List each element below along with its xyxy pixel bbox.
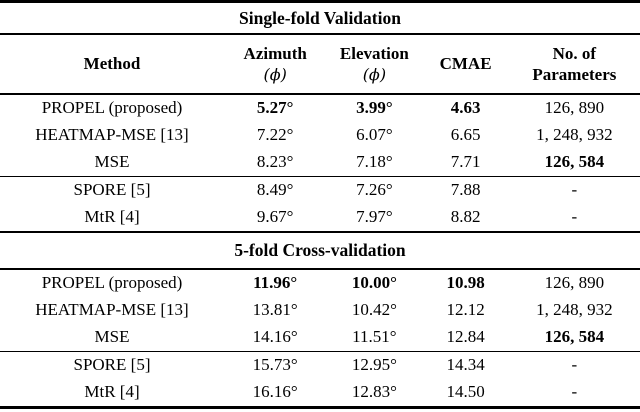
cell-elevation: 7.26° bbox=[326, 176, 423, 204]
cell-cmae: 7.88 bbox=[422, 176, 509, 204]
section-title-row-single-fold: Single-fold Validation bbox=[0, 1, 640, 35]
elevation-label: Elevation bbox=[339, 44, 409, 64]
cell-method: HEATMAP-MSE [13] bbox=[35, 300, 189, 320]
cell-azimuth: 8.23° bbox=[256, 152, 294, 172]
parameters-label-line2: Parameters bbox=[532, 65, 617, 84]
cell-method: HEATMAP-MSE [13] bbox=[35, 125, 189, 145]
cell-elevation: 12.95° bbox=[326, 351, 423, 379]
cell-method: MSE bbox=[94, 327, 130, 347]
cell-azimuth: 16.16° bbox=[252, 382, 298, 402]
col-header-azimuth: Azimuth (ϕ) bbox=[224, 34, 327, 95]
cell-elevation: 7.18° bbox=[356, 152, 393, 172]
cell-elevation: 11.51° bbox=[352, 327, 397, 347]
cell-parameters: 126, 584 bbox=[544, 152, 605, 172]
cell-elevation: 12.83° bbox=[351, 382, 397, 402]
cell-elevation: 3.99° bbox=[356, 98, 393, 118]
table-row-heatmap-single: HEATMAP-MSE [13] 7.22° 6.07° 6.65 1, 248… bbox=[0, 122, 640, 149]
cell-cmae: 14.34 bbox=[422, 351, 509, 379]
cell-cmae: 7.71 bbox=[450, 152, 481, 172]
cell-azimuth: 9.67° bbox=[256, 207, 294, 227]
cell-parameters: - bbox=[508, 176, 640, 204]
table-row-heatmap-fivefold: HEATMAP-MSE [13] 13.81° 10.42° 12.12 1, … bbox=[0, 297, 640, 324]
cell-method: PROPEL (proposed) bbox=[41, 98, 183, 118]
cell-parameters: - bbox=[508, 351, 640, 379]
cell-method: PROPEL (proposed) bbox=[41, 273, 183, 293]
cell-azimuth: 13.81° bbox=[252, 300, 298, 320]
table-row-mtr-fivefold: MtR [4] 16.16° 12.83° 14.50 - bbox=[0, 379, 640, 408]
cell-cmae: 8.82 bbox=[450, 207, 481, 227]
cell-method: SPORE [5] bbox=[0, 176, 224, 204]
cell-azimuth: 14.16° bbox=[252, 327, 298, 347]
table-row-propel-fivefold: PROPEL (proposed) 11.96° 10.00° 10.98 12… bbox=[0, 269, 640, 297]
cell-parameters: 126, 890 bbox=[544, 273, 605, 293]
section-title-five-fold: 5-fold Cross-validation bbox=[0, 231, 640, 270]
table-row-mse-fivefold: MSE 14.16° 11.51° 12.84 126, 584 bbox=[0, 324, 640, 352]
cell-method: MtR [4] bbox=[84, 207, 140, 227]
col-header-elevation: Elevation (ϕ) bbox=[326, 34, 423, 95]
cell-azimuth: 11.96° bbox=[253, 273, 298, 293]
cell-elevation: 7.97° bbox=[356, 207, 393, 227]
cell-cmae: 6.65 bbox=[450, 125, 481, 145]
col-header-parameters: No. of Parameters bbox=[508, 34, 640, 95]
cell-method: MtR [4] bbox=[84, 382, 140, 402]
cell-cmae: 12.12 bbox=[446, 300, 485, 320]
cell-azimuth: 7.22° bbox=[256, 125, 294, 145]
table-row-spore-fivefold: SPORE [5] 15.73° 12.95° 14.34 - bbox=[0, 351, 640, 379]
cell-cmae: 14.50 bbox=[446, 382, 485, 402]
cell-azimuth: 15.73° bbox=[224, 351, 327, 379]
cell-elevation: 10.00° bbox=[351, 273, 397, 293]
col-header-method: Method bbox=[0, 34, 224, 95]
table-row-mse-single: MSE 8.23° 7.18° 7.71 126, 584 bbox=[0, 149, 640, 177]
cell-parameters: 1, 248, 932 bbox=[536, 300, 613, 320]
cell-method: MSE bbox=[94, 152, 130, 172]
cell-elevation: 10.42° bbox=[351, 300, 397, 320]
column-header-row: Method Azimuth (ϕ) Elevation (ϕ) CMAE No… bbox=[0, 34, 640, 95]
cell-parameters: 126, 890 bbox=[544, 98, 605, 118]
section-title-row-five-fold: 5-fold Cross-validation bbox=[0, 231, 640, 270]
cell-parameters: - bbox=[571, 207, 578, 227]
parameters-label-line1: No. of bbox=[552, 43, 597, 63]
table-row-mtr-single: MtR [4] 9.67° 7.97° 8.82 - bbox=[0, 204, 640, 232]
table-row-propel-single: PROPEL (proposed) 5.27° 3.99° 4.63 126, … bbox=[0, 94, 640, 122]
azimuth-phi-symbol: (ϕ) bbox=[263, 64, 287, 84]
cell-cmae: 10.98 bbox=[446, 273, 485, 293]
azimuth-label: Azimuth bbox=[243, 44, 307, 64]
cell-azimuth: 8.49° bbox=[224, 176, 327, 204]
cell-azimuth: 5.27° bbox=[256, 98, 294, 118]
elevation-phi-symbol: (ϕ) bbox=[362, 64, 387, 84]
cell-method: SPORE [5] bbox=[0, 351, 224, 379]
cell-parameters: - bbox=[571, 382, 578, 402]
cell-cmae: 4.63 bbox=[450, 98, 481, 118]
col-header-cmae: CMAE bbox=[422, 34, 509, 95]
cell-elevation: 6.07° bbox=[356, 125, 393, 145]
table-row-spore-single: SPORE [5] 8.49° 7.26° 7.88 - bbox=[0, 176, 640, 204]
section-title-single-fold: Single-fold Validation bbox=[0, 1, 640, 35]
cell-parameters: 126, 584 bbox=[544, 327, 605, 347]
cell-parameters: 1, 248, 932 bbox=[536, 125, 613, 145]
cell-cmae: 12.84 bbox=[446, 327, 485, 347]
